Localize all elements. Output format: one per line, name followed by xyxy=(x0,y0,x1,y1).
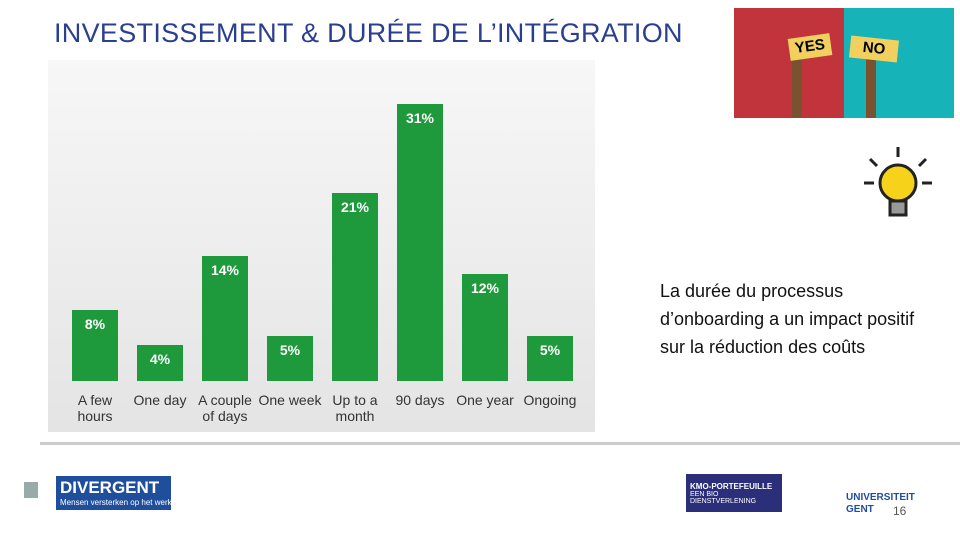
data-label: 8% xyxy=(84,315,106,332)
data-label: 21% xyxy=(340,199,370,216)
x-tick-label: One year xyxy=(456,392,514,408)
divider xyxy=(40,442,960,445)
bar xyxy=(72,309,118,381)
logo-text: DIVERGENT xyxy=(60,478,160,497)
data-label: 4% xyxy=(149,351,171,368)
body-text: La durée du processus d’onboarding a un … xyxy=(660,281,915,357)
slide-title: INVESTISSEMENT & DURÉE DE L’INTÉGRATION xyxy=(54,18,683,48)
x-tick-label: A couple of days xyxy=(198,392,252,424)
logo-tagline: Mensen versterken op het werk! xyxy=(60,498,174,507)
x-tick-label: 90 days xyxy=(395,392,445,408)
page-number: 16 xyxy=(893,504,907,518)
image-yes: YES xyxy=(734,8,844,118)
sign: NO xyxy=(848,35,900,63)
logo-subtext: EEN BIO DIENSTVERLENING xyxy=(690,491,757,505)
chart: 8% A few hours 4% One day 14% A couple of day… xyxy=(48,60,595,432)
logo-small xyxy=(24,482,38,498)
bar xyxy=(137,345,183,381)
sign: YES xyxy=(787,33,833,61)
data-label: 31% xyxy=(405,110,435,126)
data-label: 12% xyxy=(470,279,500,296)
bar xyxy=(397,104,443,381)
logo-divergent: DIVERGENT Mensen versterken op het werk! xyxy=(56,476,174,510)
bar xyxy=(202,255,248,381)
x-tick-label: A few hours xyxy=(77,392,113,424)
logo-kmo: KMO-PORTEFEUILLE EEN BIO DIENSTVERLENING xyxy=(686,474,782,512)
bar xyxy=(527,336,573,381)
x-tick-label: One day xyxy=(133,392,187,408)
x-tick-label: One week xyxy=(258,392,322,408)
data-label: 5% xyxy=(539,342,561,359)
logo-text: GENT xyxy=(846,504,874,515)
lightbulb-icon xyxy=(864,147,932,217)
x-tick-label: Up to a month xyxy=(332,392,378,424)
bar xyxy=(462,273,508,381)
x-tick-label: Ongoing xyxy=(523,392,577,408)
image-no: NO xyxy=(844,8,954,118)
logo-text: KMO-PORTEFEUILLE xyxy=(690,482,773,491)
logo-ugent: UNIVERSITEIT GENT xyxy=(846,492,915,516)
bar xyxy=(267,336,313,381)
logo-text: UNIVERSITEIT xyxy=(846,492,915,503)
bar xyxy=(332,193,378,381)
data-label: 5% xyxy=(279,342,301,359)
data-label: 14% xyxy=(210,261,240,278)
